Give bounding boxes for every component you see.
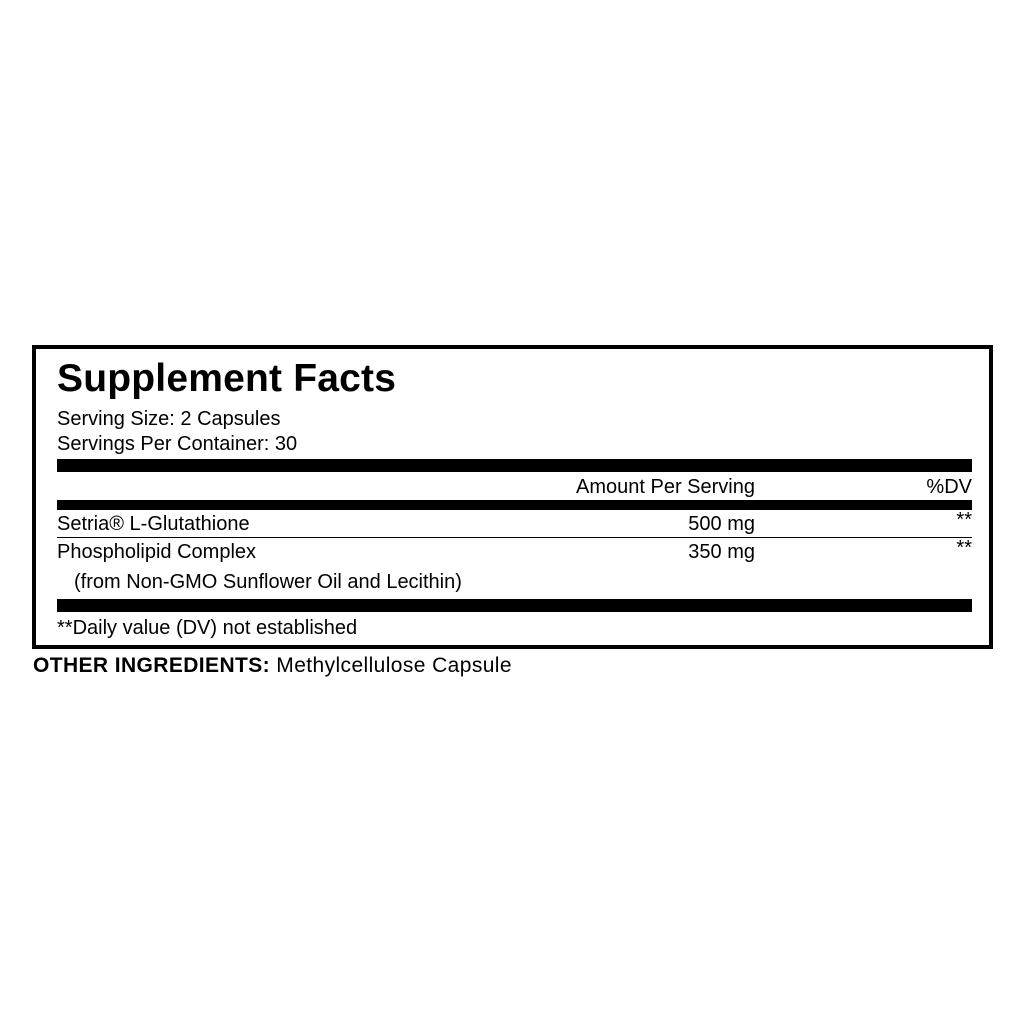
- panel-title: Supplement Facts: [57, 357, 397, 400]
- supplement-facts-panel: Supplement Facts Serving Size: 2 Capsule…: [32, 345, 993, 649]
- ingredient-amount: 350 mg: [688, 541, 755, 563]
- ingredient-dv: **: [956, 509, 972, 531]
- serving-size: Serving Size: 2 Capsules: [57, 408, 281, 430]
- column-header-dv: %DV: [926, 476, 972, 498]
- other-ingredients-heading: OTHER INGREDIENTS:: [33, 654, 271, 677]
- ingredient-amount: 500 mg: [688, 513, 755, 535]
- footnote: **Daily value (DV) not established: [57, 617, 358, 639]
- divider-thick: [57, 459, 972, 472]
- ingredient-source: (from Non-GMO Sunflower Oil and Lecithin…: [74, 571, 462, 593]
- divider-thick: [57, 599, 972, 612]
- other-ingredients-value: Methylcellulose Capsule: [276, 654, 512, 677]
- other-ingredients: OTHER INGREDIENTS: Methylcellulose Capsu…: [33, 654, 512, 678]
- servings-per-container: Servings Per Container: 30: [57, 433, 298, 455]
- ingredient-dv: **: [956, 537, 972, 559]
- ingredient-name: Phospholipid Complex: [57, 541, 257, 563]
- divider-medium: [57, 500, 972, 510]
- column-header-amount: Amount Per Serving: [576, 476, 755, 498]
- ingredient-name: Setria® L-Glutathione: [57, 513, 250, 535]
- divider-thin: [57, 537, 972, 538]
